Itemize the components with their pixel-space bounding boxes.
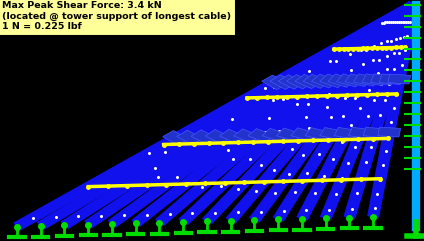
Polygon shape	[312, 74, 338, 88]
Polygon shape	[362, 74, 387, 86]
Polygon shape	[248, 129, 274, 142]
Polygon shape	[220, 129, 245, 143]
Polygon shape	[287, 74, 312, 89]
Polygon shape	[371, 74, 395, 85]
Polygon shape	[276, 128, 302, 141]
Polygon shape	[320, 74, 346, 88]
Polygon shape	[334, 127, 359, 139]
Polygon shape	[303, 74, 329, 88]
Polygon shape	[234, 129, 260, 143]
Polygon shape	[354, 74, 379, 86]
Polygon shape	[262, 128, 288, 142]
Polygon shape	[278, 75, 304, 89]
Polygon shape	[163, 131, 188, 145]
Polygon shape	[345, 74, 371, 87]
Polygon shape	[295, 74, 321, 89]
Polygon shape	[378, 127, 401, 137]
Polygon shape	[328, 74, 354, 87]
Polygon shape	[291, 128, 317, 141]
Polygon shape	[177, 130, 203, 145]
Polygon shape	[337, 74, 362, 87]
Polygon shape	[363, 127, 387, 138]
Polygon shape	[262, 75, 287, 90]
Polygon shape	[205, 129, 232, 144]
Polygon shape	[305, 128, 331, 140]
Polygon shape	[388, 74, 411, 84]
Polygon shape	[191, 130, 217, 144]
Text: Max Peak Shear Force: 3.4 kN
(located @ tower support of longest cable)
1 N = 0.: Max Peak Shear Force: 3.4 kN (located @ …	[2, 1, 231, 31]
Polygon shape	[270, 75, 296, 89]
Polygon shape	[320, 127, 345, 140]
Polygon shape	[379, 74, 403, 85]
Polygon shape	[349, 127, 373, 138]
